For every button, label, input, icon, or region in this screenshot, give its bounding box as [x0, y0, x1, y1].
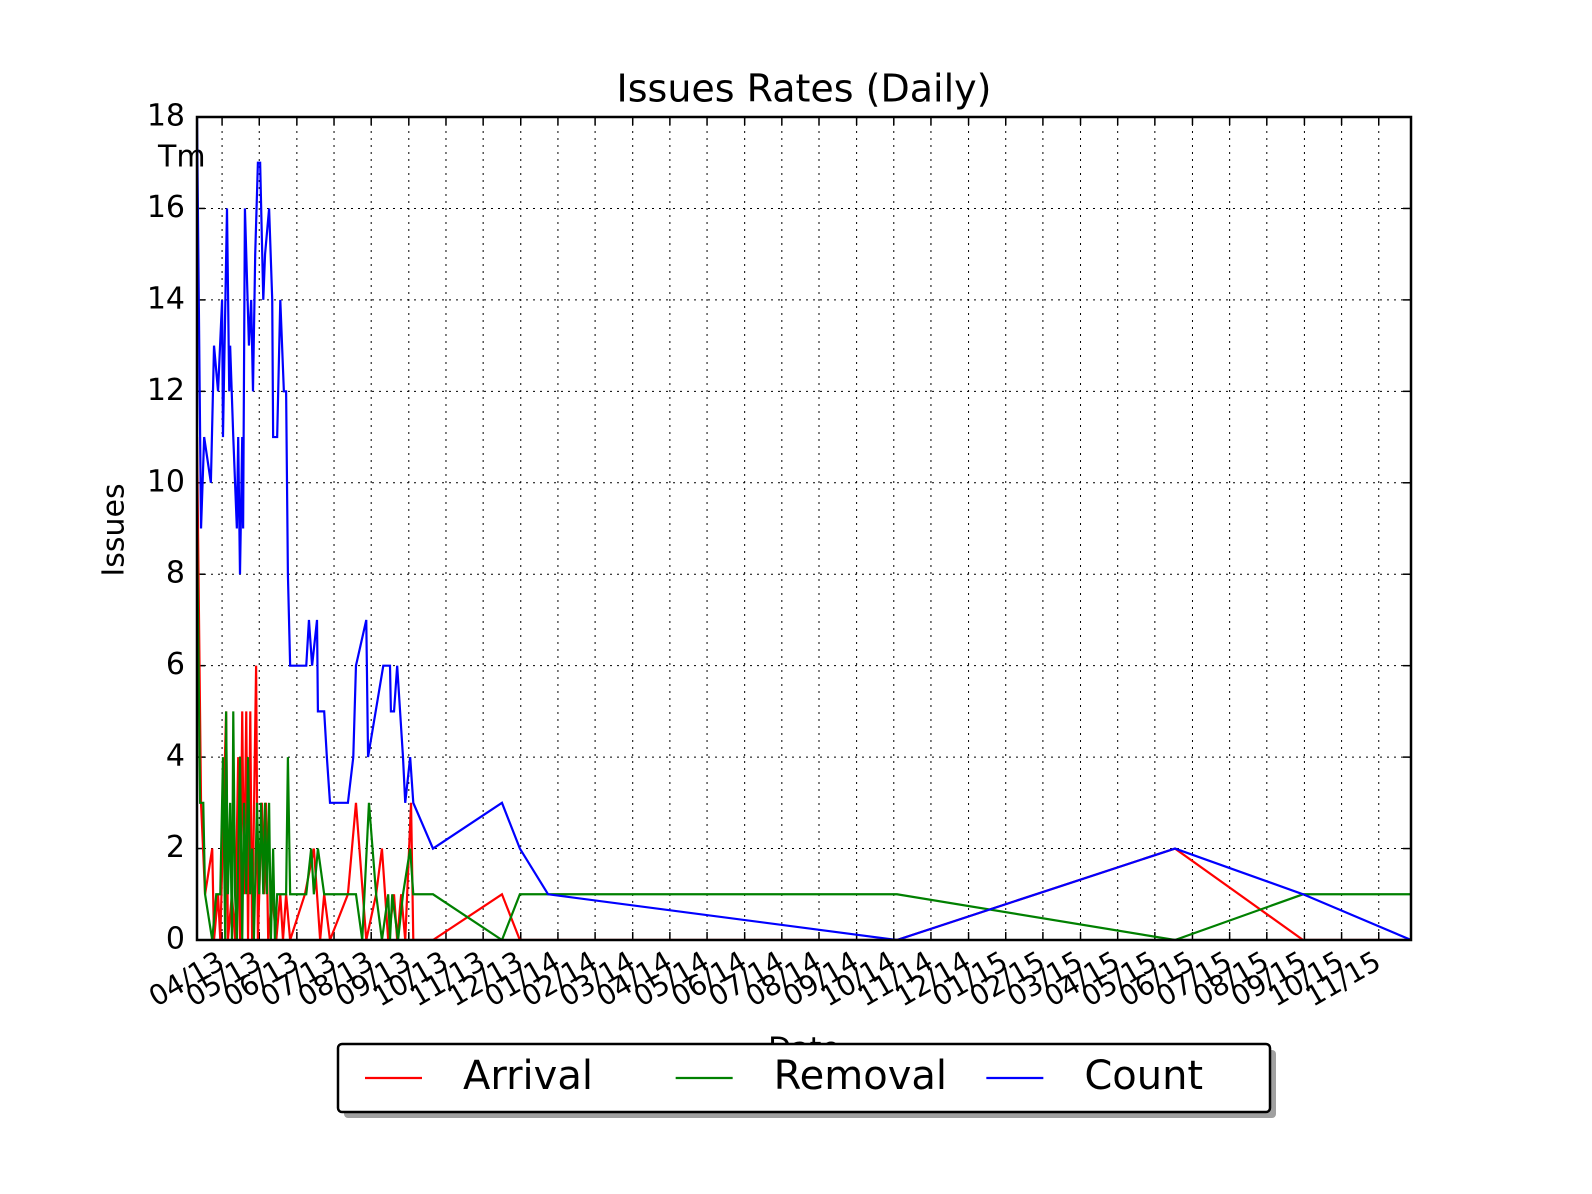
chart-title: Issues Rates (Daily) — [617, 67, 992, 111]
y-tick-label: 12 — [147, 373, 185, 408]
series-line — [197, 528, 1411, 940]
y-tick-label: 8 — [166, 556, 185, 591]
plot-frame — [195, 115, 1413, 942]
y-tick-label: 4 — [166, 739, 185, 774]
y-tick-label: 2 — [166, 830, 185, 865]
series-line — [197, 117, 1411, 940]
legend-label: Arrival — [463, 1053, 593, 1099]
y-tick-label: 14 — [147, 281, 185, 316]
y-tick-label: 16 — [147, 190, 185, 225]
legend-label: Removal — [774, 1053, 947, 1099]
y-tick-label: 0 — [166, 922, 185, 957]
legend-box — [336, 1042, 1272, 1114]
y-tick-label: 6 — [166, 647, 185, 682]
y-axis-label: Issues — [97, 483, 132, 576]
y-tick-label: 10 — [147, 464, 185, 499]
y-tick-label: 18 — [147, 99, 185, 134]
legend-label: Count — [1084, 1053, 1203, 1099]
